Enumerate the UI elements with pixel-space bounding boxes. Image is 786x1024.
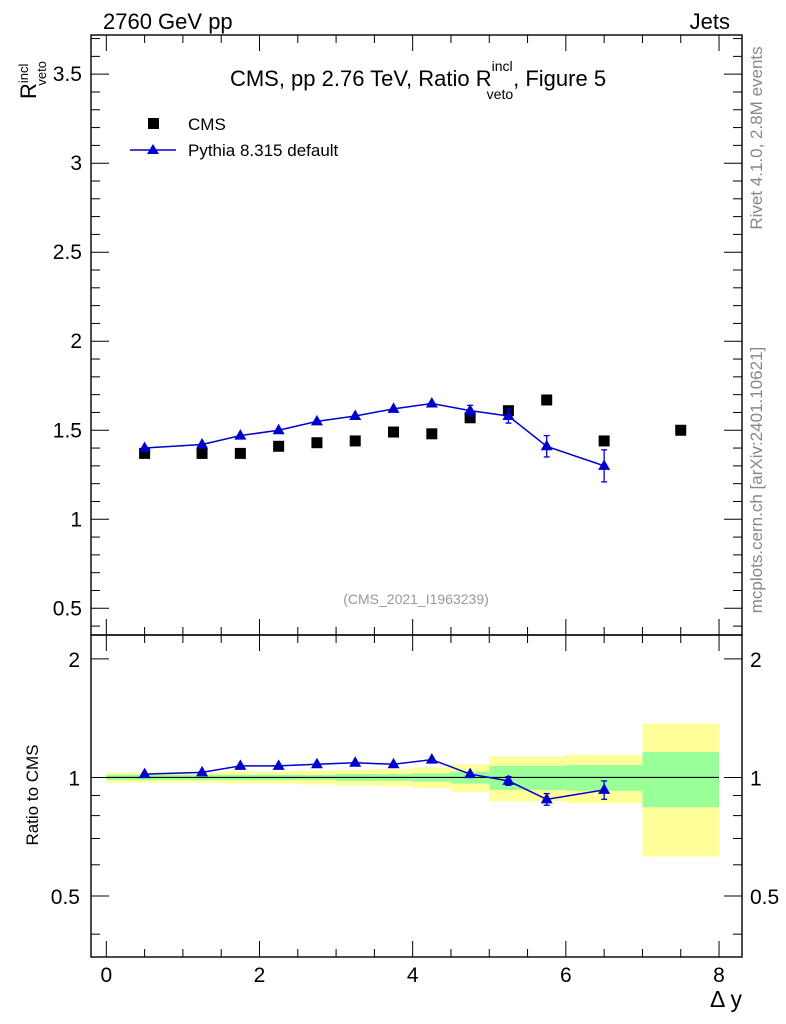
y-tick-label: 2 [70, 330, 82, 353]
ratio-y-tick-label: 0.5 [51, 886, 80, 909]
main-plot: 0 2 4 6 8 0.5 1 1.5 2 2.5 3 3.5 [53, 35, 742, 987]
cms-data-point [675, 424, 687, 436]
pythia-data-point [540, 439, 553, 451]
y-axis-label: Rincl veto [16, 61, 49, 99]
x-tick-label: 0 [100, 964, 112, 987]
cms-data-point [464, 412, 476, 424]
pythia-ratio-point [502, 774, 515, 785]
x-tick-label: 2 [254, 964, 266, 987]
pythia-ratio-point [349, 756, 362, 767]
x-tick-label: 8 [713, 964, 725, 987]
pythia-ratio-point [425, 753, 438, 764]
pythia-data-point [349, 409, 362, 421]
y-tick-label: 1 [70, 508, 82, 531]
x-tick-label: 6 [560, 964, 572, 987]
pythia-line [144, 402, 605, 467]
cms-data-point [426, 428, 438, 440]
ratio-axis-label: Ratio to CMS [23, 744, 42, 845]
legend-label-pythia: Pythia 8.315 default [188, 141, 339, 160]
pythia-ratio-point [464, 767, 477, 779]
pythia-data-point [387, 402, 400, 413]
pythia-data-point [310, 414, 323, 426]
header-right-label: Jets [690, 9, 730, 34]
cms-data-point [273, 440, 285, 452]
ratio-band-inner [642, 752, 720, 808]
pythia-data-point [464, 404, 477, 415]
cms-data-point [311, 437, 323, 449]
ratio-bands [106, 723, 720, 857]
ratio-y-tick-label: 1 [68, 767, 80, 790]
pythia-ratio-point [138, 767, 151, 779]
source-label: mcplots.cern.ch [arXiv:2401.10621] [747, 347, 766, 613]
legend-marker-pythia [147, 144, 159, 154]
ratio-y-tick-label: 2 [68, 649, 80, 672]
pythia-data-point [598, 459, 611, 470]
plot-title: CMS, pp 2.76 TeV, Ratio Rincl veto, Figur… [230, 58, 606, 102]
y-tick-label: 1.5 [53, 419, 82, 442]
y-tick-label: 2.5 [53, 241, 82, 264]
ratio-y-tick-label-right: 2 [750, 649, 762, 672]
y-tick-label: 3.5 [53, 63, 82, 86]
header-left-label: 2760 GeV pp [103, 9, 233, 34]
pythia-ratio-point [310, 757, 323, 769]
y-tick-label: 0.5 [53, 597, 82, 620]
cms-data-point [388, 426, 400, 438]
pythia-ratio-point [387, 757, 400, 769]
legend-marker-cms [148, 118, 159, 129]
ratio-plot: 0.5 0.5 1 1 2 2 [51, 649, 779, 935]
pythia-ratio-point [196, 765, 209, 777]
cms-data-point [234, 447, 246, 459]
pythia-data-point [425, 397, 438, 408]
analysis-reference: (CMS_2021_I1963239) [343, 591, 489, 607]
cms-data-point [349, 435, 361, 447]
pythia-data-point [272, 423, 285, 435]
x-axis-label: Δ y [710, 986, 742, 1012]
ratio-plot-frame [90, 634, 743, 958]
pythia-ratio-point [272, 759, 285, 770]
pythia-data-point [502, 409, 515, 421]
pythia-data-point [138, 441, 151, 453]
pythia-ratio-line [144, 758, 605, 801]
legend-label-cms: CMS [188, 115, 226, 134]
pythia-data-point [196, 437, 209, 449]
legend: CMS Pythia 8.315 default [130, 115, 339, 160]
pythia-data-point [234, 429, 247, 440]
cms-data-point [139, 447, 151, 459]
x-tick-label: 4 [407, 964, 419, 987]
pythia-ratio-point [540, 792, 553, 804]
rivet-version-label: Rivet 4.1.0, 2.8M events [747, 46, 766, 229]
y-tick-label: 3 [70, 152, 82, 175]
pythia-ratio-point [234, 759, 247, 770]
cms-data-point [598, 435, 610, 447]
cms-data-point [541, 394, 553, 406]
cms-data-point [196, 447, 208, 459]
pythia-ratio-point [598, 783, 611, 794]
ratio-y-tick-label-right: 1 [750, 767, 762, 790]
ratio-y-tick-label-right: 0.5 [750, 886, 779, 909]
